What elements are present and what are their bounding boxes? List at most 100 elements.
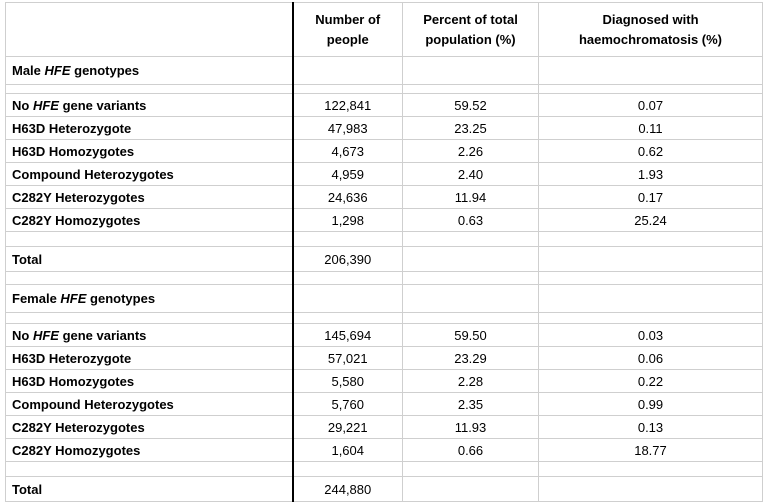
value-cell: 0.66 bbox=[402, 438, 539, 462]
data-row: H63D Homozygotes 5,580 2.28 0.22 bbox=[5, 369, 763, 393]
empty-cell bbox=[402, 284, 539, 313]
data-row: H63D Homozygotes 4,673 2.26 0.62 bbox=[5, 139, 763, 163]
section-title: Female HFE genotypes bbox=[5, 284, 293, 313]
value-cell: 57,021 bbox=[291, 346, 403, 370]
value-cell: 5,760 bbox=[291, 392, 403, 416]
total-value: 206,390 bbox=[291, 246, 403, 272]
header-line: haemochromatosis (%) bbox=[578, 31, 723, 47]
value-cell: 2.26 bbox=[402, 139, 539, 163]
empty-cell bbox=[402, 56, 539, 85]
row-label: H63D Heterozygote bbox=[5, 116, 293, 140]
value-cell: 2.35 bbox=[402, 392, 539, 416]
value-cell: 0.62 bbox=[538, 139, 763, 163]
section-title: Male HFE genotypes bbox=[5, 56, 293, 85]
empty-cell bbox=[538, 56, 763, 85]
label-part: genotypes bbox=[70, 63, 140, 78]
empty-cell bbox=[538, 271, 763, 285]
row-label: C282Y Heterozygotes bbox=[5, 185, 293, 209]
value-cell: 145,694 bbox=[291, 323, 403, 347]
label-part: Male bbox=[12, 63, 45, 78]
empty-cell bbox=[5, 84, 293, 94]
header-line: people bbox=[326, 31, 369, 47]
empty-cell bbox=[538, 84, 763, 94]
label-part: HFE bbox=[32, 327, 59, 343]
row-label: C282Y Homozygotes bbox=[5, 208, 293, 232]
header-line: population (%) bbox=[425, 31, 516, 47]
value-cell: 0.22 bbox=[538, 369, 763, 393]
label-part: No bbox=[12, 327, 33, 343]
value-cell: 2.40 bbox=[402, 162, 539, 186]
value-cell: 23.25 bbox=[402, 116, 539, 140]
data-row: H63D Heterozygote 57,021 23.29 0.06 bbox=[5, 346, 763, 370]
value-cell: 25.24 bbox=[538, 208, 763, 232]
label-part: gene variants bbox=[58, 327, 147, 343]
value-cell: 59.52 bbox=[402, 93, 539, 117]
value-cell: 0.13 bbox=[538, 415, 763, 439]
row-label: No HFE gene variants bbox=[5, 93, 293, 117]
spacer-row bbox=[5, 271, 763, 285]
row-label: H63D Heterozygote bbox=[5, 346, 293, 370]
value-cell: 11.93 bbox=[402, 415, 539, 439]
data-row: C282Y Heterozygotes 29,221 11.93 0.13 bbox=[5, 415, 763, 439]
empty-cell bbox=[538, 476, 763, 502]
section-row: Female HFE genotypes bbox=[5, 284, 763, 313]
value-cell: 24,636 bbox=[291, 185, 403, 209]
value-cell: 59.50 bbox=[402, 323, 539, 347]
empty-cell bbox=[291, 56, 403, 85]
empty-cell bbox=[402, 84, 539, 94]
empty-cell bbox=[538, 312, 763, 324]
row-label: Compound Heterozygotes bbox=[5, 392, 293, 416]
spacer-row bbox=[5, 231, 763, 247]
row-label: H63D Homozygotes bbox=[5, 369, 293, 393]
empty-cell bbox=[402, 461, 539, 477]
empty-cell bbox=[402, 246, 539, 272]
empty-cell bbox=[291, 461, 403, 477]
column-header: Number of people bbox=[291, 2, 403, 57]
value-cell: 11.94 bbox=[402, 185, 539, 209]
total-row: Total 244,880 bbox=[5, 476, 763, 502]
data-row: C282Y Homozygotes 1,298 0.63 25.24 bbox=[5, 208, 763, 232]
genotype-table: Number of people Percent of total populatio… bbox=[5, 2, 763, 502]
value-cell: 1,298 bbox=[291, 208, 403, 232]
value-cell: 122,841 bbox=[291, 93, 403, 117]
value-cell: 0.03 bbox=[538, 323, 763, 347]
row-label: Compound Heterozygotes bbox=[5, 162, 293, 186]
spacer-row bbox=[5, 312, 763, 324]
empty-cell bbox=[402, 231, 539, 247]
empty-cell bbox=[538, 284, 763, 313]
header-line: Percent of total bbox=[423, 11, 518, 27]
row-label: H63D Homozygotes bbox=[5, 139, 293, 163]
column-header: Diagnosed with haemochromatosis (%) bbox=[538, 2, 763, 57]
label-part: No bbox=[12, 97, 33, 113]
empty-cell bbox=[5, 2, 293, 57]
row-label: C282Y Heterozygotes bbox=[5, 415, 293, 439]
row-label: C282Y Homozygotes bbox=[5, 438, 293, 462]
value-cell: 4,959 bbox=[291, 162, 403, 186]
value-cell: 0.06 bbox=[538, 346, 763, 370]
spacer-row bbox=[5, 84, 763, 94]
empty-cell bbox=[538, 246, 763, 272]
empty-cell bbox=[5, 461, 293, 477]
data-row: C282Y Heterozygotes 24,636 11.94 0.17 bbox=[5, 185, 763, 209]
value-cell: 0.99 bbox=[538, 392, 763, 416]
empty-cell bbox=[291, 231, 403, 247]
empty-cell bbox=[538, 231, 763, 247]
value-cell: 23.29 bbox=[402, 346, 539, 370]
label-part: Female bbox=[12, 291, 61, 306]
empty-cell bbox=[291, 312, 403, 324]
data-row: Compound Heterozygotes 5,760 2.35 0.99 bbox=[5, 392, 763, 416]
data-row: No HFE gene variants 122,841 59.52 0.07 bbox=[5, 93, 763, 117]
total-label: Total bbox=[5, 246, 293, 272]
empty-cell bbox=[291, 284, 403, 313]
value-cell: 0.07 bbox=[538, 93, 763, 117]
empty-cell bbox=[291, 84, 403, 94]
empty-cell bbox=[402, 271, 539, 285]
value-cell: 1.93 bbox=[538, 162, 763, 186]
value-cell: 0.63 bbox=[402, 208, 539, 232]
empty-cell bbox=[538, 461, 763, 477]
value-cell: 29,221 bbox=[291, 415, 403, 439]
value-cell: 2.28 bbox=[402, 369, 539, 393]
total-row: Total 206,390 bbox=[5, 246, 763, 272]
table-body: Number of people Percent of total populatio… bbox=[5, 2, 763, 502]
